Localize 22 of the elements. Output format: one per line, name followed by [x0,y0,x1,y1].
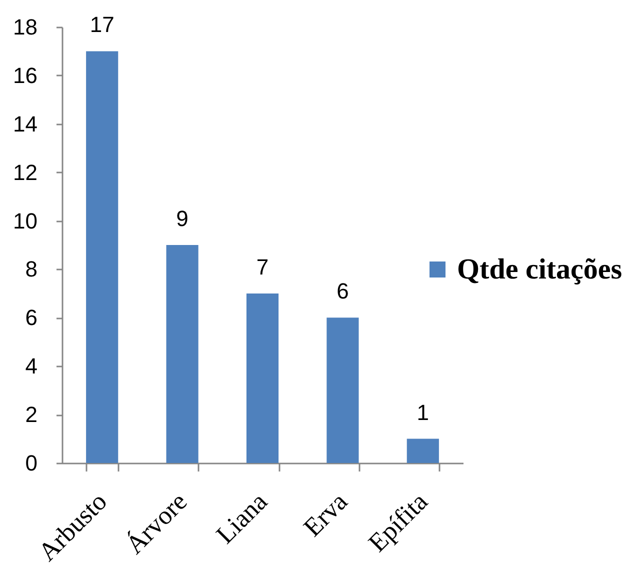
y-tick-label: 6 [25,305,38,330]
data-label: 6 [336,278,349,304]
bar [406,438,439,463]
y-tick-label: 2 [25,402,38,428]
y-tick-label: 14 [13,111,38,136]
data-label: 9 [176,206,188,231]
bar [86,51,118,463]
x-tick-label: Erva [298,486,354,542]
y-tick-label: 16 [13,62,38,88]
y-tick-label: 8 [25,256,38,282]
data-label: 1 [416,400,430,425]
y-tick-label: 4 [25,354,38,379]
y-tick-label: 12 [13,160,38,185]
y-tick-label: 10 [13,208,38,234]
y-tick-label: 18 [13,14,38,40]
data-label: 17 [90,12,114,38]
data-label: 7 [256,254,269,280]
bar [326,318,359,463]
legend-label: Qtde citações [457,254,622,286]
bar [166,245,198,463]
y-tick-label: 0 [25,450,38,476]
bar [246,293,279,463]
